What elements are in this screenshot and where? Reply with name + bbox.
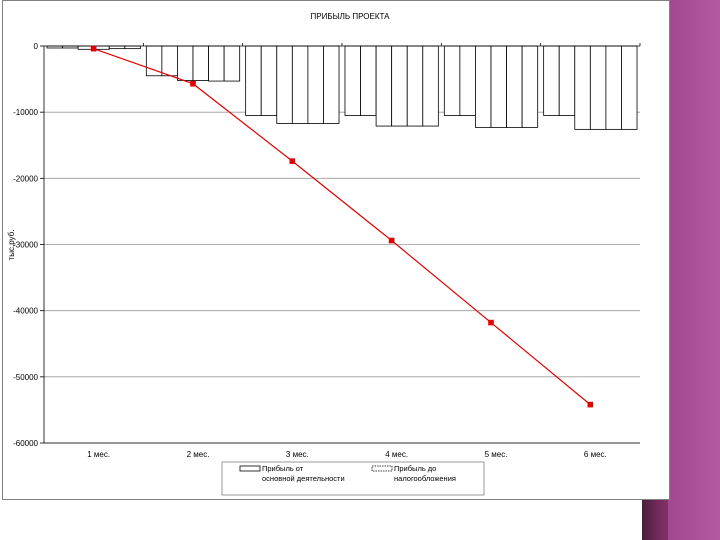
y-axis-label: тыс.руб.: [7, 230, 16, 261]
y-tick-labels: 0 -10000 -20000 -30000 -40000 -50000 -60000: [13, 42, 38, 448]
bar-pretax: [161, 45, 178, 77]
bar-pretax: [490, 45, 507, 128]
legend-label-operating-1: Прибыль от: [262, 464, 304, 473]
y-tick-label: 0: [34, 42, 39, 51]
bar-operating: [574, 45, 591, 130]
bar-operating: [475, 45, 492, 128]
line-marker: [488, 319, 494, 326]
legend-label-pretax-1: Прибыль до: [394, 464, 436, 473]
bar-operating: [276, 45, 293, 124]
bar-operating: [208, 45, 225, 82]
bar-operating: [245, 45, 262, 116]
bar-pretax: [558, 45, 576, 116]
bar-pretax: [422, 45, 439, 127]
y-tick-label: -20000: [13, 174, 38, 183]
line-marker: [587, 401, 594, 408]
bar-operating: [506, 45, 523, 128]
bar-operating: [344, 45, 361, 116]
y-tick-label: -50000: [13, 373, 38, 382]
x-tick-label: 6 мес.: [584, 450, 607, 459]
bar-pretax: [621, 45, 638, 130]
bar-operating: [406, 45, 424, 127]
bar-pretax: [360, 45, 377, 116]
bar-operating: [543, 45, 560, 116]
line-marker: [388, 237, 395, 244]
bars-group: [46, 45, 638, 130]
legend-box: [221, 461, 485, 496]
decorative-side-band-inner: [668, 0, 720, 540]
axes: [43, 43, 641, 444]
line-path: [93, 48, 591, 406]
x-tick-label: 5 мес.: [485, 450, 508, 459]
legend: Прибыль от основной деятельности Прибыль…: [221, 461, 485, 496]
line-marker: [90, 45, 97, 52]
y-tick-label: -30000: [13, 241, 38, 250]
bar-pretax: [589, 45, 607, 130]
legend-swatch-pretax: [371, 465, 393, 472]
bar-pretax: [323, 45, 340, 124]
bar-pretax: [291, 45, 309, 124]
bar-pretax: [391, 45, 408, 127]
x-tick-labels: 1 мес. 2 мес. 3 мес. 4 мес. 5 мес. 6 мес.: [87, 450, 607, 459]
x-tick-label: 4 мес.: [385, 450, 408, 459]
x-tick-label: 1 мес.: [87, 450, 110, 459]
bar-pretax: [192, 45, 209, 81]
bar-pretax: [260, 45, 278, 116]
line-series: [90, 45, 594, 408]
line-marker: [289, 158, 296, 164]
x-tick-label: 3 мес.: [286, 450, 309, 459]
bar-operating: [177, 45, 194, 81]
chart-title: ПРИБЫЛЬ ПРОЕКТА: [311, 12, 391, 21]
bar-pretax: [521, 45, 539, 128]
y-tick-label: -40000: [13, 307, 38, 316]
y-tick-label: -60000: [13, 439, 38, 448]
legend-label-pretax-2: налогообложения: [394, 474, 456, 483]
line-marker: [190, 80, 196, 87]
x-tick-label: 2 мес.: [187, 450, 210, 459]
legend-swatch-operating: [239, 465, 261, 472]
legend-label-operating-2: основной деятельности: [262, 474, 345, 483]
bar-operating: [307, 45, 324, 124]
bar-pretax: [223, 45, 241, 82]
bar-pretax: [459, 45, 476, 116]
bar-operating: [375, 45, 393, 127]
bar-operating: [605, 45, 622, 130]
bar-operating: [443, 45, 461, 116]
y-tick-label: -10000: [13, 108, 38, 117]
